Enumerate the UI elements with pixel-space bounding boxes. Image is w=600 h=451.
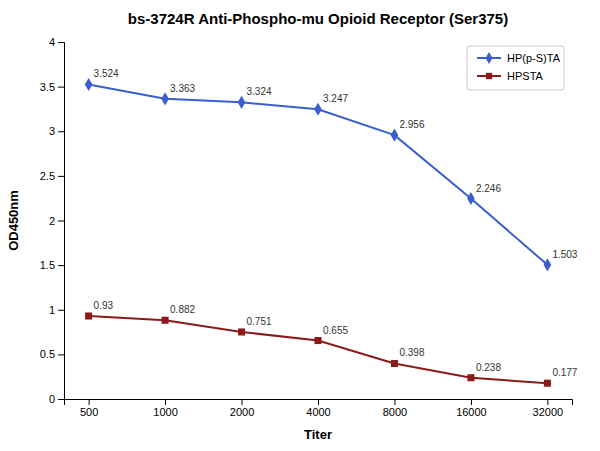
y-tick-label: 3.5 (40, 81, 55, 93)
y-tick: 2 (49, 215, 64, 227)
x-tick: 4000 (306, 399, 330, 418)
x-tick: 16000 (456, 399, 487, 418)
y-tick-label: 0 (49, 393, 55, 405)
x-tick-mark (89, 399, 90, 405)
point (162, 317, 169, 324)
legend-marker (486, 73, 492, 79)
x-tick: 8000 (383, 399, 407, 418)
x-tick-label: 2000 (230, 406, 254, 418)
y-tick-mark (58, 399, 64, 400)
data-label: 0.93 (94, 300, 114, 311)
y-tick-label: 3 (49, 125, 55, 137)
x-tick-label: 16000 (456, 406, 487, 418)
data-label: 3.247 (323, 93, 348, 104)
series-line (89, 316, 548, 383)
data-label: 2.956 (399, 119, 424, 130)
legend-label: HP(p-S)TA (507, 52, 561, 64)
y-axis-title: OD450nm (6, 190, 21, 251)
x-tick-mark (547, 399, 548, 405)
series-line (89, 84, 548, 264)
y-tick: 0 (49, 393, 64, 405)
data-label: 2.246 (476, 183, 501, 194)
y-tick-mark (58, 265, 64, 266)
x-tick-label: 500 (80, 406, 98, 418)
y-tick-label: 4 (49, 36, 55, 48)
point (544, 380, 551, 387)
point (238, 96, 246, 109)
y-tick: 3.5 (40, 81, 64, 93)
y-tick-label: 1 (49, 304, 55, 316)
point (85, 312, 92, 319)
x-tick: 500 (80, 399, 98, 418)
x-axis-line (65, 400, 573, 406)
x-tick-label: 4000 (306, 406, 330, 418)
x-tick: 2000 (230, 399, 254, 418)
legend-marker (486, 52, 493, 64)
x-tick-label: 32000 (533, 406, 564, 418)
point (314, 337, 321, 344)
y-tick-mark (58, 221, 64, 222)
point (314, 103, 322, 116)
y-tick-mark (58, 310, 64, 311)
data-label: 0.751 (247, 316, 272, 327)
data-label: 0.882 (170, 304, 195, 315)
plot-area: 500 1000 2000 4000 8000 16000 32000 0 0.5 1 1.5 2 2.… (40, 36, 578, 418)
y-tick: 3 (49, 125, 64, 137)
y-tick-label: 2 (49, 215, 55, 227)
y-tick-label: 1.5 (40, 259, 55, 271)
x-tick-mark (165, 399, 166, 405)
y-axis-line (58, 43, 65, 400)
legend: HP(p-S)TA HPSTA (467, 46, 564, 90)
y-tick-mark (58, 42, 64, 43)
legend-frame (467, 46, 564, 90)
data-label: 3.324 (247, 86, 272, 97)
legend-label: HPSTA (507, 70, 544, 82)
y-tick-mark (58, 176, 64, 177)
point (161, 92, 169, 105)
y-tick-mark (58, 354, 64, 355)
legend-item: HP(p-S)TA (477, 52, 561, 64)
point (391, 129, 399, 142)
data-label: 3.524 (94, 68, 119, 79)
data-label: 0.655 (323, 325, 348, 336)
point (85, 78, 93, 91)
x-tick-mark (471, 399, 472, 405)
x-tick-mark (242, 399, 243, 405)
y-tick: 0.5 (40, 348, 64, 360)
y-tick: 2.5 (40, 170, 64, 182)
point (238, 328, 245, 335)
y-tick-mark (58, 87, 64, 88)
y-tick-label: 2.5 (40, 170, 55, 182)
x-tick-label: 8000 (383, 406, 407, 418)
data-label: 0.177 (552, 367, 577, 378)
point (544, 258, 552, 271)
y-tick: 4 (49, 36, 64, 48)
data-label: 0.238 (476, 362, 501, 373)
marks (85, 78, 551, 387)
y-tick: 1 (49, 304, 64, 316)
x-tick-mark (394, 399, 395, 405)
data-label: 3.363 (170, 83, 195, 94)
y-axis: 0 0.5 1 1.5 2 2.5 3 3.5 4 (40, 36, 65, 405)
x-tick: 1000 (153, 399, 177, 418)
x-tick-mark (318, 399, 319, 405)
x-axis-title: Titer (304, 427, 332, 442)
y-tick-label: 0.5 (40, 348, 55, 360)
y-tick-mark (58, 131, 64, 132)
chart: 500 1000 2000 4000 8000 16000 32000 0 0.5 1 1.5 2 2.… (0, 0, 600, 451)
x-tick: 32000 (533, 399, 564, 418)
point (467, 374, 474, 381)
x-tick-label: 1000 (153, 406, 177, 418)
x-axis: 500 1000 2000 4000 8000 16000 32000 (65, 399, 573, 418)
data-label: 0.398 (399, 347, 424, 358)
data-label: 1.503 (552, 249, 577, 260)
data-labels: 3.524 3.363 3.324 3.247 2.956 2.246 1.503 0.93 0… (94, 68, 578, 378)
title: bs-3724R Anti-Phospho-mu Opioid Receptor… (128, 10, 508, 27)
point (467, 192, 475, 205)
legend-item: HPSTA (477, 70, 544, 82)
y-tick: 1.5 (40, 259, 64, 271)
point (391, 360, 398, 367)
